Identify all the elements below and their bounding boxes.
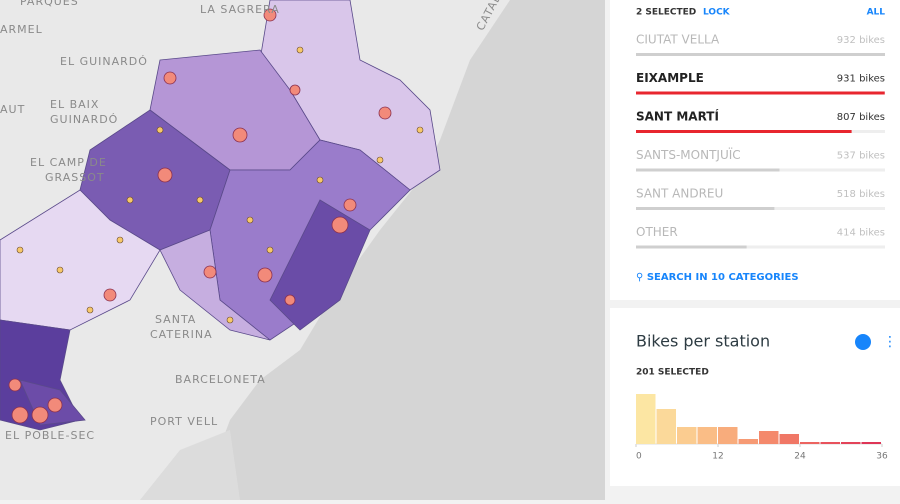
search-icon: ⚲ — [636, 272, 647, 283]
station — [378, 106, 392, 120]
station — [284, 294, 296, 306]
station — [226, 316, 234, 324]
station — [157, 167, 173, 183]
map[interactable]: PARQUES LA SAGRERA EL GUINARDÓ EL BAIX G… — [0, 0, 605, 500]
histogram-bar — [800, 442, 820, 444]
category-bar — [636, 91, 885, 95]
category-bar — [636, 53, 885, 56]
station — [203, 265, 217, 279]
map-label: CATERINA — [150, 328, 213, 341]
histogram-bar — [779, 434, 799, 444]
info-icon[interactable] — [855, 334, 871, 350]
map-label: GRASSOT — [45, 171, 105, 184]
station — [86, 306, 94, 314]
category-value: 932 bikes — [837, 35, 885, 46]
station — [11, 406, 29, 424]
category-bar — [636, 168, 780, 172]
map-label: EL BAIX — [50, 98, 99, 111]
station — [376, 156, 384, 164]
map-label: ARMEL — [0, 23, 43, 36]
station — [246, 216, 254, 224]
district — [269, 199, 371, 331]
selected-count: 2 SELECTED — [636, 8, 696, 18]
station — [316, 176, 324, 184]
category-value: 807 bikes — [837, 112, 885, 123]
x-tick-label: 36 — [876, 452, 888, 462]
category-widget — [610, 0, 900, 300]
map-label: AUT — [0, 103, 25, 116]
category-value: 414 bikes — [837, 228, 885, 239]
station — [47, 397, 63, 413]
station — [163, 71, 177, 85]
histogram-bar — [841, 442, 861, 444]
search-link[interactable]: ⚲ SEARCH IN 10 CATEGORIES — [636, 272, 799, 283]
station — [416, 126, 424, 134]
category-bar — [636, 130, 852, 133]
x-tick-label: 12 — [712, 452, 723, 462]
lock-button[interactable]: LOCK — [703, 8, 731, 18]
category-name: SANT ANDREU — [636, 187, 723, 201]
category-value: 518 bikes — [837, 189, 885, 200]
port — [140, 430, 240, 500]
category-value: 537 bikes — [837, 151, 885, 162]
map-label: BARCELONETA — [175, 373, 266, 386]
station — [263, 8, 277, 22]
station — [31, 406, 49, 424]
map-label: LA SAGRERA — [200, 3, 280, 16]
histogram-bar — [820, 442, 840, 444]
category-bar — [636, 207, 775, 210]
station — [116, 236, 124, 244]
stations — [8, 8, 392, 424]
category-name: EIXAMPLE — [636, 71, 704, 85]
category-name: SANT MARTÍ — [636, 109, 719, 124]
histogram-bar — [759, 431, 779, 444]
map-label: PORT VELL — [150, 415, 218, 428]
x-tick-label: 0 — [636, 452, 642, 462]
station — [126, 196, 134, 204]
map-label: GUINARDÓ — [50, 113, 118, 126]
category-name: OTHER — [636, 225, 678, 239]
widget-title: Bikes per station — [636, 332, 770, 351]
map-label: PARQUES — [20, 0, 79, 8]
histogram-bar — [656, 409, 676, 444]
station — [8, 378, 22, 392]
all-button[interactable]: ALL — [867, 8, 886, 18]
map-label: SANTA — [155, 313, 196, 326]
category-name: SANTS-MONTJUÏC — [636, 147, 741, 162]
map-label: EL CAMP DE — [30, 156, 107, 169]
station — [196, 196, 204, 204]
small-stations — [16, 46, 424, 324]
map-label: EL POBLE-SEC — [5, 429, 95, 442]
station — [289, 84, 301, 96]
histogram-bar — [697, 427, 717, 444]
category-track — [636, 245, 885, 249]
histogram-bar — [677, 427, 697, 444]
station — [232, 127, 248, 143]
menu-icon[interactable]: ⋮ — [883, 334, 897, 350]
station — [296, 46, 304, 54]
x-tick-label: 24 — [794, 452, 806, 462]
district — [159, 229, 271, 341]
histogram-selected: 201 SELECTED — [636, 368, 709, 378]
map-label: EL GUINARDÓ — [60, 55, 148, 68]
station — [156, 126, 164, 134]
station — [56, 266, 64, 274]
search-text[interactable]: SEARCH IN 10 CATEGORIES — [647, 272, 799, 283]
category-value: 931 bikes — [837, 74, 885, 85]
station — [257, 267, 273, 283]
histogram-bar — [738, 439, 758, 444]
histogram-bar — [861, 442, 881, 444]
histogram-bar — [636, 394, 656, 444]
histogram-bar — [718, 427, 738, 444]
category-bar — [636, 245, 747, 249]
station — [16, 246, 24, 254]
category-name: CIUTAT VELLA — [636, 33, 720, 47]
station — [331, 216, 349, 234]
station — [343, 198, 357, 212]
station — [266, 246, 274, 254]
station — [103, 288, 117, 302]
histogram-widget — [610, 308, 900, 486]
